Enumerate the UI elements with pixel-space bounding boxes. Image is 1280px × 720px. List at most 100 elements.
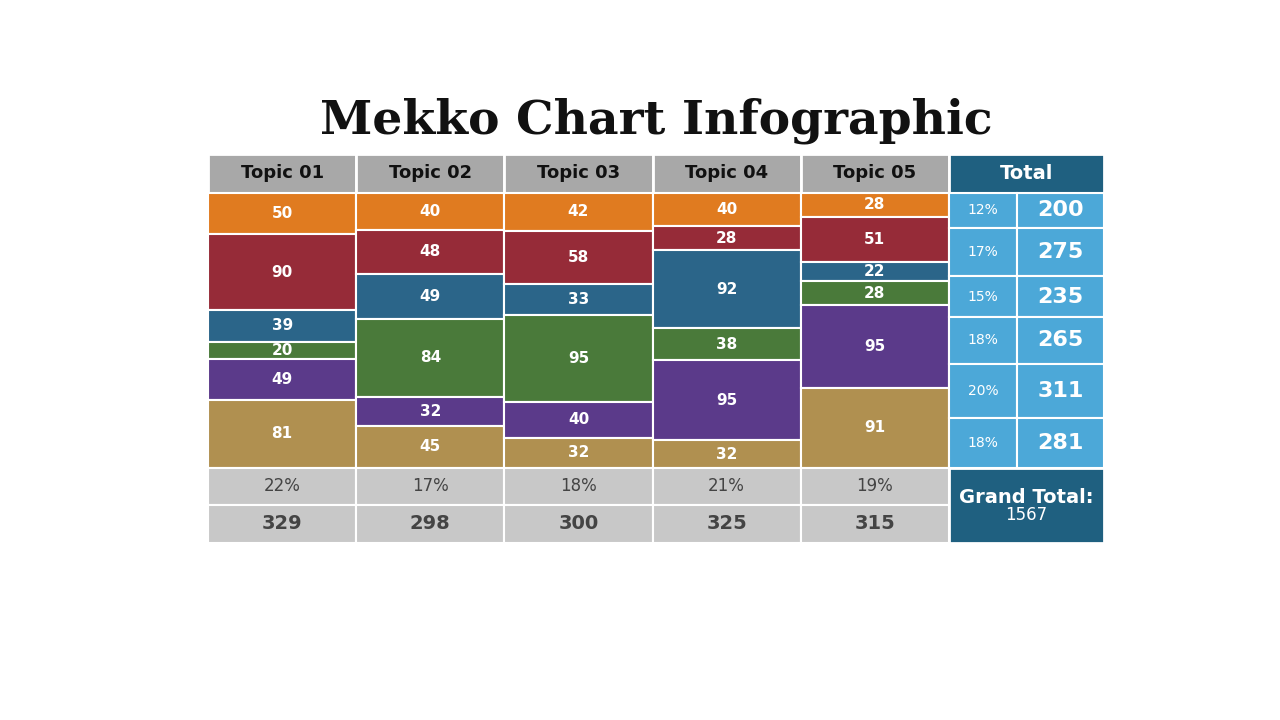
Text: Topic 01: Topic 01 (241, 164, 324, 182)
Text: 275: 275 (1037, 242, 1084, 262)
Text: 329: 329 (262, 514, 302, 534)
Bar (1018, 228, 1103, 276)
Bar (801, 305, 948, 388)
Bar (356, 505, 504, 543)
Text: 95: 95 (716, 393, 737, 408)
Bar (209, 400, 356, 467)
Text: 49: 49 (420, 289, 440, 304)
Bar (504, 284, 653, 315)
Text: 28: 28 (864, 286, 886, 300)
Text: 40: 40 (716, 202, 737, 217)
Text: 95: 95 (568, 351, 589, 366)
Text: 20%: 20% (968, 384, 998, 398)
Bar (356, 467, 504, 505)
Text: 15%: 15% (968, 289, 998, 304)
Bar (1018, 276, 1103, 318)
Text: 33: 33 (568, 292, 589, 307)
Bar (209, 154, 356, 193)
Text: 20: 20 (271, 343, 293, 358)
Bar (356, 426, 504, 467)
Bar (209, 505, 356, 543)
Text: 81: 81 (271, 426, 293, 441)
Bar (801, 281, 948, 305)
Bar (801, 193, 948, 217)
Bar (356, 230, 504, 274)
Text: 1567: 1567 (1005, 505, 1047, 523)
Text: 18%: 18% (561, 477, 596, 495)
Bar (209, 342, 356, 359)
Bar (356, 193, 504, 230)
Text: Mekko Chart Infographic: Mekko Chart Infographic (320, 98, 992, 144)
Text: Topic 03: Topic 03 (536, 164, 620, 182)
Bar (948, 418, 1018, 467)
Bar (209, 310, 356, 342)
Text: 51: 51 (864, 232, 886, 247)
Text: 42: 42 (568, 204, 589, 220)
Text: 265: 265 (1037, 330, 1084, 351)
Bar (504, 154, 653, 193)
Bar (1018, 318, 1103, 364)
Bar (948, 228, 1018, 276)
Text: 200: 200 (1037, 200, 1084, 220)
Text: 45: 45 (420, 439, 440, 454)
Text: 235: 235 (1038, 287, 1084, 307)
Text: Total: Total (1000, 164, 1053, 183)
Text: Topic 05: Topic 05 (833, 164, 916, 182)
Text: 19%: 19% (856, 477, 893, 495)
Text: 17%: 17% (412, 477, 449, 495)
Text: 92: 92 (716, 282, 737, 297)
Text: 32: 32 (716, 446, 737, 462)
Text: Topic 02: Topic 02 (389, 164, 472, 182)
Text: 28: 28 (716, 231, 737, 246)
Text: 38: 38 (716, 336, 737, 351)
Text: 18%: 18% (968, 333, 998, 348)
Text: 49: 49 (271, 372, 293, 387)
Text: 22%: 22% (264, 477, 301, 495)
Bar (1018, 193, 1103, 228)
Text: 58: 58 (568, 251, 589, 265)
Bar (801, 505, 948, 543)
Bar (653, 360, 801, 441)
Text: 18%: 18% (968, 436, 998, 450)
Bar (801, 467, 948, 505)
Bar (948, 276, 1018, 318)
Bar (653, 441, 801, 467)
Bar (948, 154, 1103, 193)
Text: 48: 48 (420, 244, 440, 259)
Text: 28: 28 (864, 197, 886, 212)
Bar (356, 397, 504, 426)
Bar (209, 193, 356, 235)
Bar (801, 217, 948, 261)
Bar (948, 193, 1018, 228)
Text: 12%: 12% (968, 203, 998, 217)
Bar (356, 319, 504, 397)
Text: 50: 50 (271, 206, 293, 221)
Text: 300: 300 (558, 514, 599, 534)
Bar (209, 235, 356, 310)
Text: Grand Total:: Grand Total: (959, 488, 1093, 507)
Bar (209, 467, 356, 505)
Bar (948, 467, 1103, 543)
Text: 17%: 17% (968, 245, 998, 259)
Bar (504, 438, 653, 467)
Bar (1018, 364, 1103, 418)
Text: 39: 39 (271, 318, 293, 333)
Bar (356, 154, 504, 193)
Bar (801, 261, 948, 281)
Text: 281: 281 (1037, 433, 1084, 453)
Bar (948, 364, 1018, 418)
Text: 315: 315 (855, 514, 895, 534)
Bar (504, 467, 653, 505)
Bar (356, 274, 504, 319)
Text: Topic 04: Topic 04 (685, 164, 768, 182)
Text: 95: 95 (864, 339, 886, 354)
Text: 325: 325 (707, 514, 748, 534)
Bar (504, 231, 653, 284)
Text: 40: 40 (568, 413, 589, 428)
Text: 84: 84 (420, 350, 440, 365)
Text: 311: 311 (1037, 381, 1084, 401)
Bar (504, 505, 653, 543)
Bar (504, 402, 653, 438)
Bar (209, 359, 356, 400)
Text: 90: 90 (271, 264, 293, 279)
